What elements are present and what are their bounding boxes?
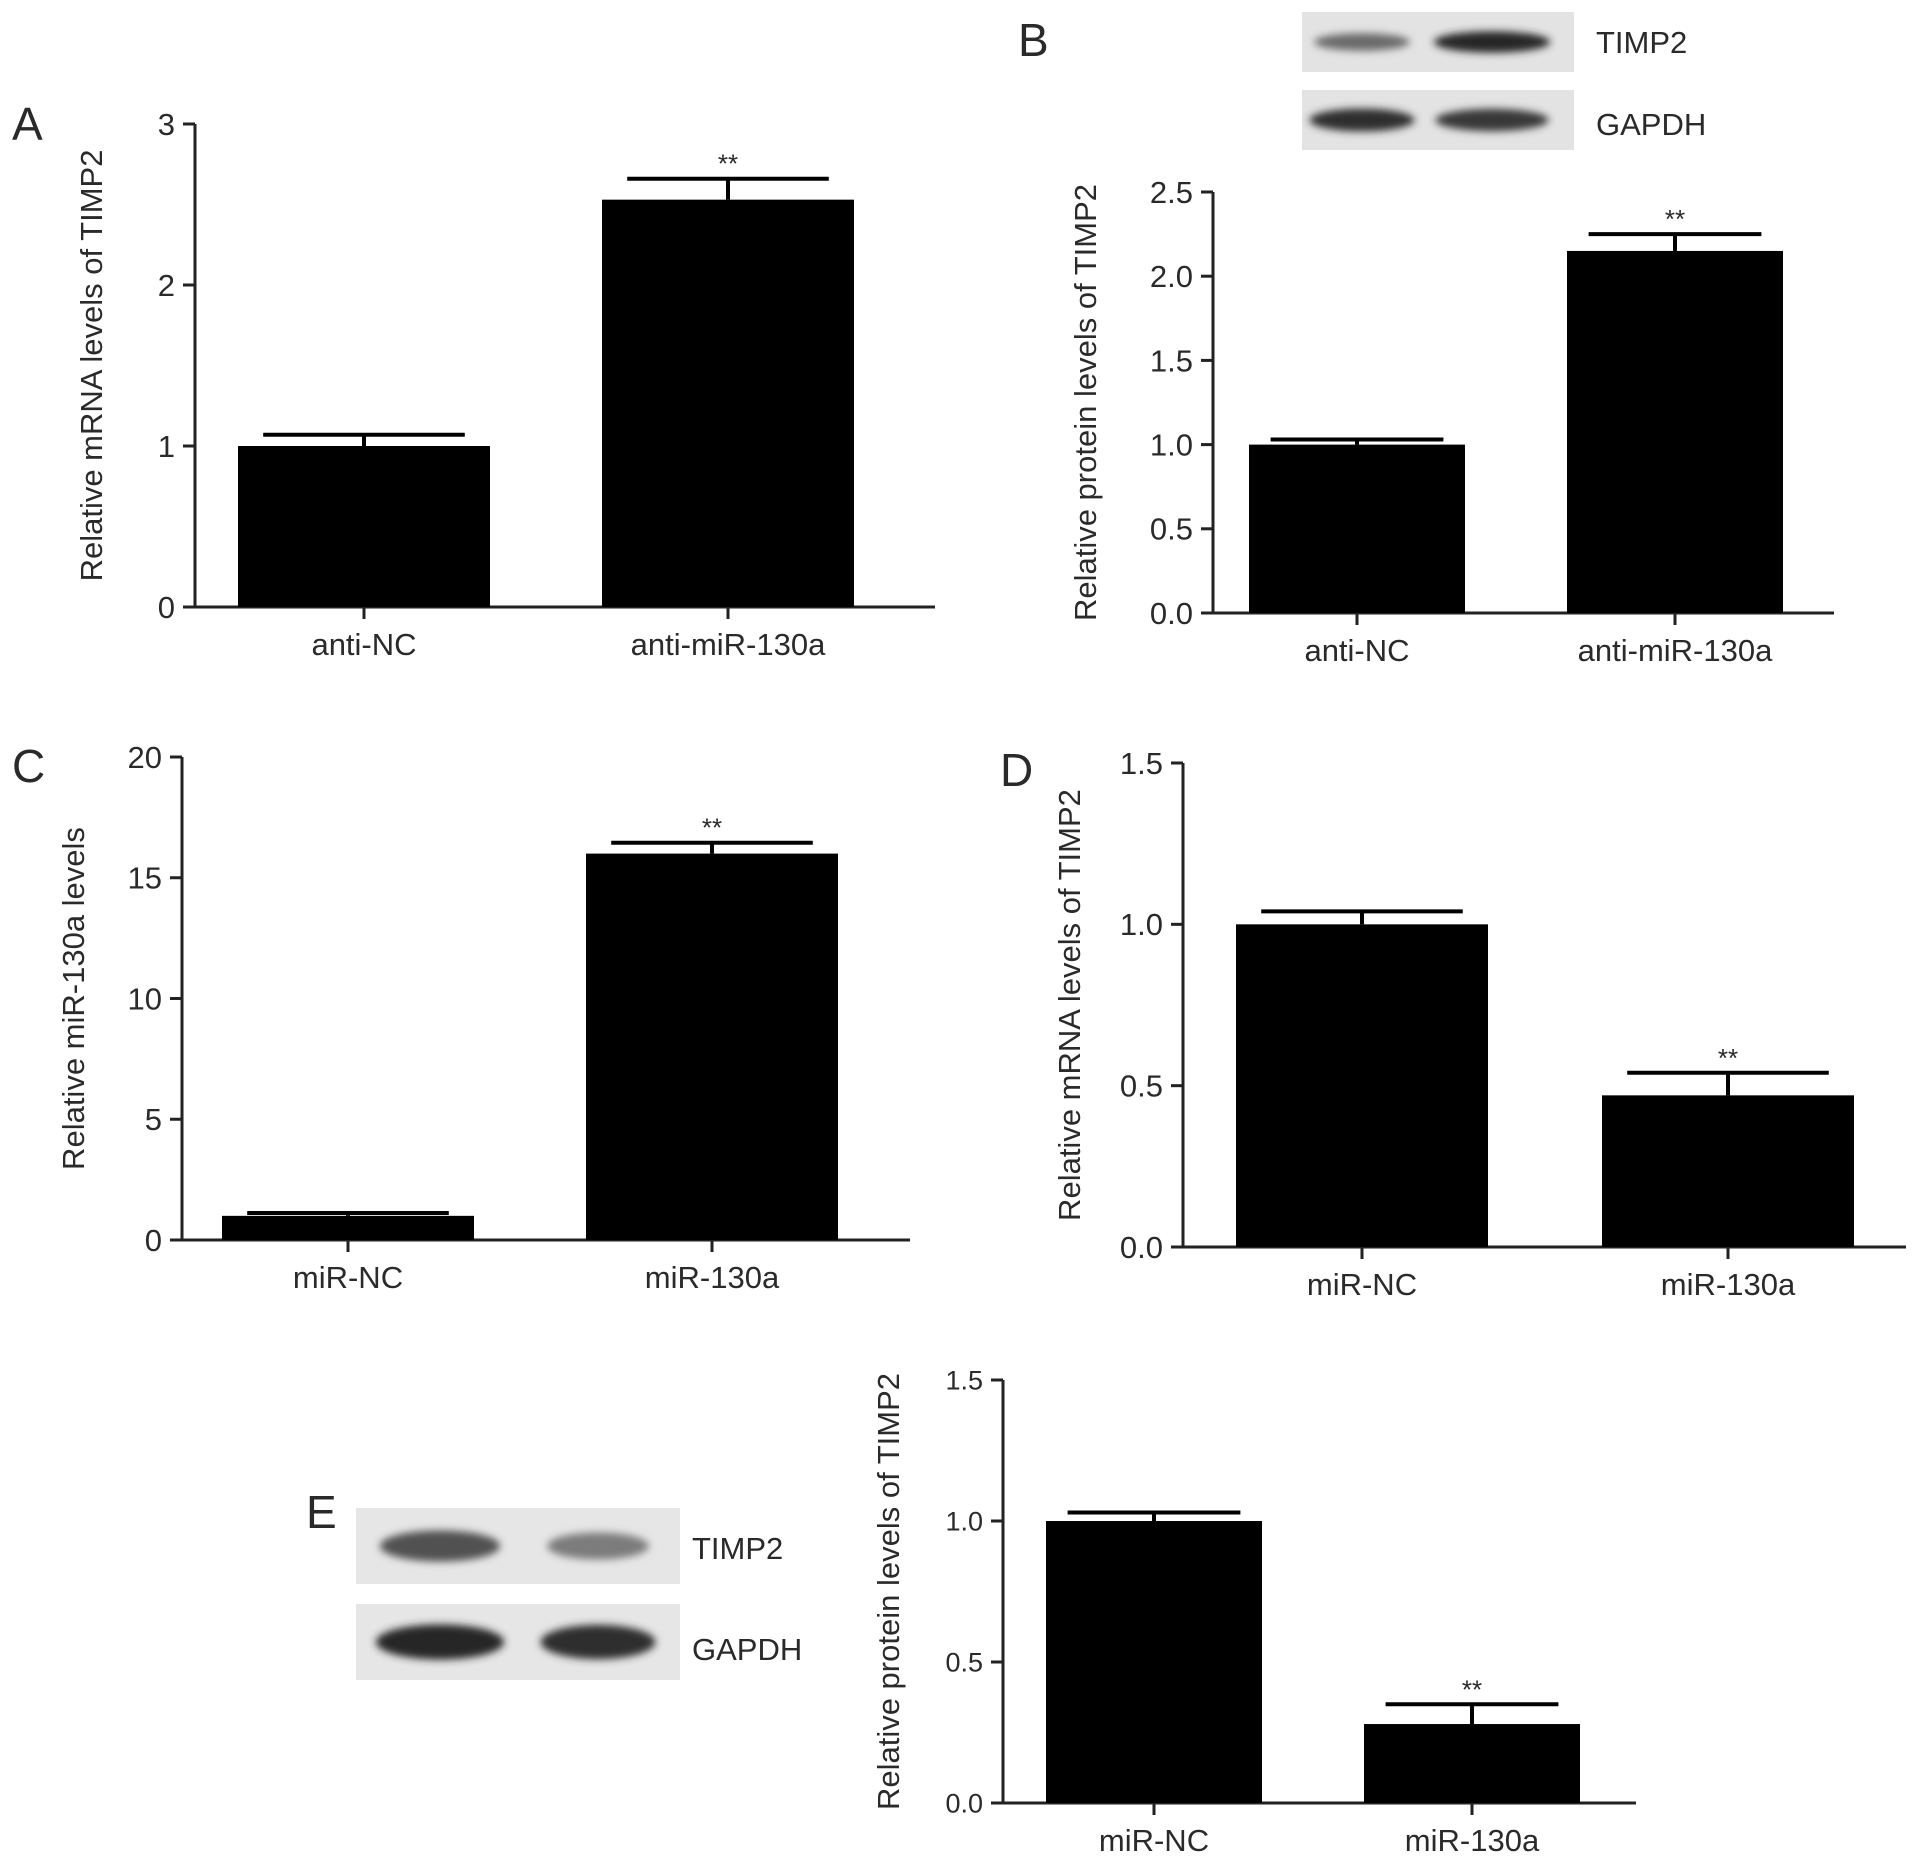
significance-label: ** (1665, 204, 1685, 234)
bar-chart-c: 0 5 10 15 20 Relative miR-130a levels miR-NC **… (56, 740, 910, 1295)
western-blot-b: TIMP2 GAPDH (1302, 12, 1706, 150)
bar-chart-e: 0.0 0.5 1.0 1.5 Relative protein levels of T… (871, 1365, 1636, 1858)
y-tick-label: 3 (158, 107, 175, 142)
blot-band (1314, 33, 1410, 51)
y-tick-label: 1.0 (1150, 427, 1193, 462)
x-tick-label: miR-NC (1099, 1823, 1209, 1858)
y-axis-title: Relative protein levels of TIMP2 (1068, 184, 1103, 621)
bar (1046, 1521, 1262, 1803)
x-tick-label: miR-NC (293, 1260, 403, 1295)
blot-e-bands (375, 1530, 656, 1660)
bar (1364, 1724, 1580, 1803)
x-tick-label: miR-130a (1405, 1823, 1540, 1858)
x-tick-label: miR-NC (1307, 1267, 1417, 1302)
y-tick-label: 5 (145, 1102, 162, 1137)
y-tick-label: 0.5 (1150, 512, 1193, 547)
bar (222, 1215, 474, 1240)
y-axis-title: Relative mRNA levels of TIMP2 (1052, 789, 1087, 1221)
blot-band (547, 1532, 649, 1560)
y-tick-label: 0.5 (1120, 1069, 1163, 1104)
x-tick-label: anti-NC (1304, 633, 1409, 668)
significance-label: ** (1718, 1043, 1738, 1073)
blot-band (375, 1624, 505, 1660)
blot-label-timp2: TIMP2 (692, 1531, 783, 1566)
y-axis-title: Relative protein levels of TIMP2 (871, 1373, 906, 1810)
y-axis-title: Relative mRNA levels of TIMP2 (74, 150, 109, 582)
y-tick-label: 1.5 (945, 1365, 983, 1395)
x-tick-label: miR-130a (645, 1260, 780, 1295)
y-tick-label: 1.0 (945, 1506, 983, 1536)
panel-letter-c: C (12, 740, 45, 792)
blot-band (1309, 108, 1415, 132)
x-tick-label: anti-NC (311, 627, 416, 662)
bar (602, 199, 854, 608)
bar (1602, 1095, 1854, 1247)
blot-label-gapdh: GAPDH (692, 1632, 802, 1667)
bar (586, 853, 838, 1240)
y-tick-label: 0.0 (945, 1788, 983, 1818)
bar (1249, 444, 1465, 613)
blot-band (1435, 108, 1549, 132)
panel-letter-a: A (12, 98, 43, 150)
y-axis-title: Relative miR-130a levels (56, 827, 91, 1170)
x-tick-label: anti-miR-130a (1578, 633, 1773, 668)
y-tick-label: 0 (158, 590, 175, 625)
y-tick-label: 0.0 (1150, 596, 1193, 631)
bar-chart-d: 0.0 0.5 1.0 1.5 Relative mRNA levels of TIMP… (1052, 746, 1906, 1302)
western-blot-e: TIMP2 GAPDH (356, 1508, 802, 1680)
panel-letter-e: E (306, 1486, 337, 1538)
y-tick-label: 2 (158, 268, 175, 303)
y-tick-label: 20 (128, 740, 162, 775)
y-tick-label: 1.5 (1120, 746, 1163, 781)
panel-letter-b: B (1018, 14, 1049, 66)
bar-chart-b: 0.0 0.5 1.0 1.5 2.0 2.5 Relative protein level… (1068, 175, 1834, 668)
blot-band (379, 1530, 501, 1562)
bar-chart-a: 0 1 2 3 Relative mRNA levels of TIMP2 anti-NC… (74, 107, 935, 662)
y-tick-label: 1 (158, 429, 175, 464)
significance-label: ** (702, 813, 722, 843)
y-tick-label: 0.5 (945, 1647, 983, 1677)
y-tick-label: 2.5 (1150, 175, 1193, 210)
y-tick-label: 10 (128, 981, 162, 1016)
blot-band (540, 1624, 656, 1660)
significance-label: ** (718, 149, 738, 179)
blot-label-gapdh: GAPDH (1596, 107, 1706, 142)
y-tick-label: 15 (128, 861, 162, 896)
bar (1567, 250, 1783, 613)
y-tick-label: 0 (145, 1223, 162, 1258)
blot-b-bands (1309, 31, 1551, 132)
blot-band (1433, 31, 1551, 53)
panel-letter-d: D (1000, 744, 1033, 796)
bar (238, 446, 490, 607)
bar (1236, 924, 1488, 1247)
blot-label-timp2: TIMP2 (1596, 25, 1687, 60)
y-tick-label: 1.0 (1120, 907, 1163, 942)
y-tick-label: 0.0 (1120, 1230, 1163, 1265)
y-tick-label: 2.0 (1150, 259, 1193, 294)
significance-label: ** (1462, 1674, 1482, 1704)
x-tick-label: anti-miR-130a (631, 627, 826, 662)
y-tick-label: 1.5 (1150, 343, 1193, 378)
x-tick-label: miR-130a (1661, 1267, 1796, 1302)
